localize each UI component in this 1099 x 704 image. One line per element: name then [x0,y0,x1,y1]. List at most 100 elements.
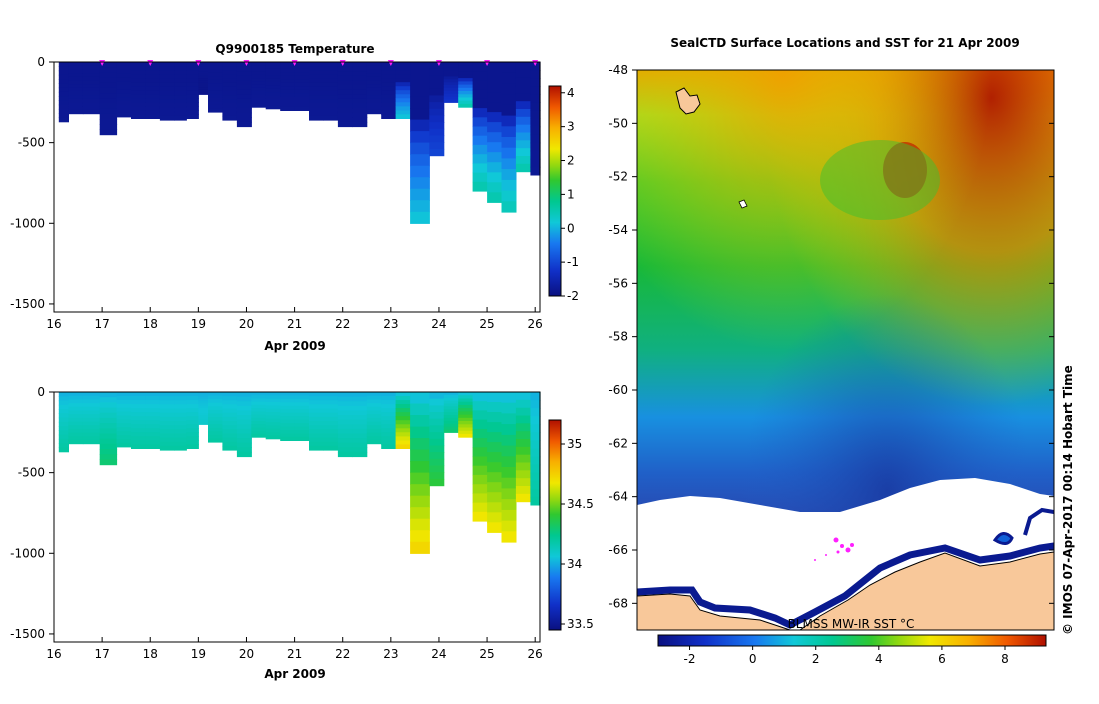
map-frame [636,69,1055,631]
profile-cell [145,416,161,421]
profile-cell [116,407,132,413]
profile-cell [530,118,541,128]
profile-cell [458,65,474,69]
profile-cell [198,392,209,395]
profile-cell [337,419,353,425]
profile-cell [174,412,187,418]
profile-cell [174,86,187,92]
profile-cell [99,428,118,435]
profile-cell [131,70,146,75]
profile-cell [280,103,296,108]
x-tick-label: 26 [528,317,543,331]
profile-cell [68,76,84,81]
profile-cell [410,188,430,201]
profile-cell [501,477,517,489]
profile-cell [443,85,459,89]
profile-cell [82,432,101,437]
profile-cell [159,86,175,92]
profile-cell [294,100,310,105]
map-title: SealCTD Surface Locations and SST for 21… [670,36,1019,50]
profile-cell [159,437,175,443]
profile-cell [337,75,353,81]
profile-cell [395,82,411,87]
profile-cell [381,424,397,429]
profile-cell [116,65,132,71]
y-tick-label: -1000 [10,216,45,230]
profile-cell [159,445,175,451]
profile-cell [208,69,223,74]
profile-cell [236,117,252,123]
profile-cell [501,456,517,468]
profile-cell [429,108,445,117]
ice-edge-east [1023,507,1054,536]
profile-cell [443,403,459,407]
profile-cell [472,98,488,109]
profile-cell [515,431,531,440]
profile-cell [116,439,132,444]
profile-cell [58,108,69,114]
profile-cell [309,437,324,443]
profile-cell [236,401,252,407]
profile-cell [236,62,252,68]
profile-cell [236,447,252,453]
profile-cell [186,428,199,433]
profile-cell [236,85,252,91]
profile-cell [381,70,397,75]
profile-cell [410,403,430,416]
profile-cell [208,395,223,400]
profile-cell [443,406,459,410]
profile-cell [429,102,445,110]
profile-cell [198,415,209,418]
profile-cell [458,100,474,105]
profile-cell [381,444,397,449]
profile-cell [395,392,411,397]
profile-cell [131,400,146,405]
profile-cell [395,66,411,71]
profile-cell [280,426,296,431]
colorbar-tick-label: 34.5 [567,497,594,511]
profile-cell [381,396,397,401]
profile-cell [501,520,517,532]
profile-cell [530,126,541,136]
profile-cell [294,409,310,414]
profile-cell [251,84,267,89]
profile-cell [515,478,531,487]
profile-cell [208,406,223,411]
profile-cell [251,411,267,416]
profile-cell [208,104,223,110]
profile-cell [309,416,324,422]
profile-cell [174,107,187,113]
profile-cell [395,404,411,409]
profile-cell [443,397,459,402]
profile-cell [294,402,310,407]
profile-cell [429,392,445,400]
profile-cell [265,428,281,433]
profile-cell [222,429,238,434]
profile-cell [265,412,281,416]
profile-cell [198,73,209,77]
profile-cell [395,428,411,433]
profile-cell [99,98,118,105]
profile-cell [159,412,175,418]
profile-cell [429,465,445,473]
profile-cell [251,94,267,99]
profile-cell [530,488,541,498]
profile-cell [366,102,382,107]
antarctic-land [637,551,1054,630]
profile-cell [186,396,199,401]
profile-cell [198,68,209,72]
profile-cell [501,104,517,117]
x-tick-label: 26 [528,647,543,661]
profile-cell [352,451,368,458]
profile-cell [458,433,474,438]
profile-cell [410,108,430,121]
profile-cell [131,82,146,87]
profile-cell [443,93,459,98]
profile-cell [410,177,430,190]
profile-cell [472,80,488,91]
profile-cell [487,392,503,403]
profile-cell [208,424,223,429]
profile-cell [265,422,281,426]
profile-cell [222,74,238,80]
profile-cell [208,434,223,440]
